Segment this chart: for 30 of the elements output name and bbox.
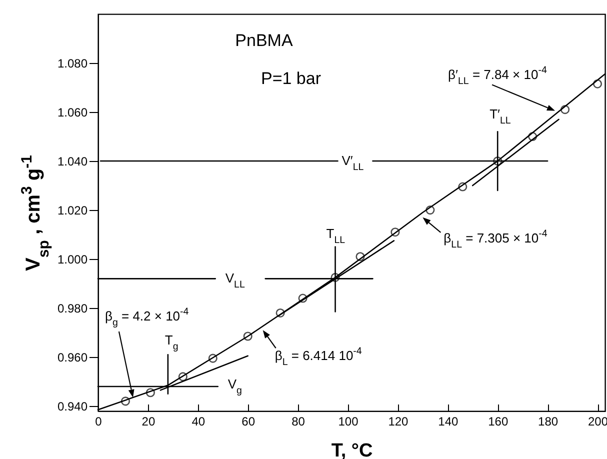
x-tick-label: 100 <box>338 414 359 428</box>
y-tick-label: 1.020 <box>57 204 88 218</box>
y-tick-label: 1.080 <box>57 56 88 71</box>
x-tick-label: 20 <box>142 414 156 428</box>
y-tick-label: 1.000 <box>57 252 88 267</box>
annotation: T$_{g}$ <box>164 333 178 353</box>
x-tick-label: 60 <box>242 414 256 428</box>
annotation: V$_{LL}$ <box>225 271 246 291</box>
annotation: β$_{L}$ = 6.414 10$^{-4}$ <box>274 346 362 368</box>
x-tick-label: 80 <box>292 414 306 428</box>
x-tick-label: 180 <box>538 414 558 428</box>
annotation: β$_{g}$ = 4.2 × 10$^{-4}$ <box>104 306 190 329</box>
y-tick-label: 0.960 <box>57 350 88 365</box>
x-tick-label: 140 <box>438 414 458 428</box>
y-tick-label: 1.060 <box>57 106 88 120</box>
y-tick-label: 0.940 <box>57 400 88 414</box>
x-tick-label: 40 <box>192 414 206 428</box>
annotation: T′$_{LL}$ <box>490 107 512 127</box>
annotation: β′$_{LL}$ = 7.84 × 10$^{-4}$ <box>448 64 548 87</box>
annotation: P=1 bar <box>260 69 322 88</box>
y-tick-label: 1.040 <box>57 154 88 169</box>
annotation: V$_{g}$ <box>228 376 242 397</box>
annotation: PnBMA <box>235 31 294 50</box>
annotation: T$_{LL}$ <box>326 226 346 246</box>
x-tick-label: 0 <box>95 414 102 428</box>
x-tick-label: 120 <box>388 414 409 428</box>
annotation: β$_{LL}$ = 7.305 × 10$^{-4}$ <box>444 228 548 250</box>
annotation: V′$_{LL}$ <box>342 153 364 174</box>
x-tick-label: 160 <box>488 414 508 428</box>
y-tick-label: 0.980 <box>57 302 88 316</box>
